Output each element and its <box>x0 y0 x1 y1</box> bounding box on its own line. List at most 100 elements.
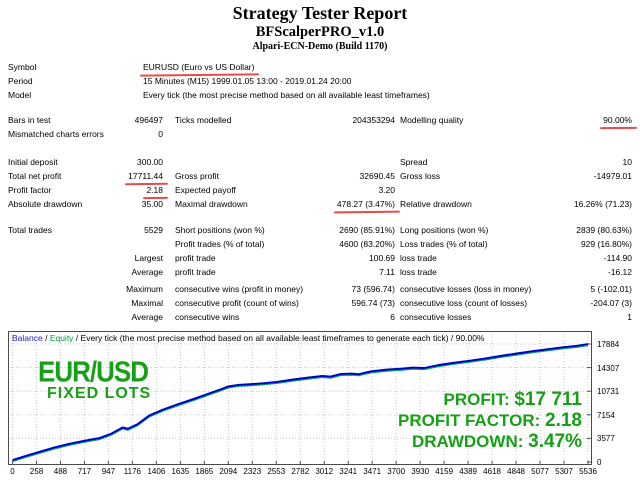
report-cell: profit trade <box>175 253 216 263</box>
report-cell: 2690 (85.91%) <box>339 225 395 235</box>
legend-separator: / <box>73 333 81 343</box>
report-cell: Maximal <box>131 298 163 308</box>
highlight-underline: 90.00% <box>603 115 632 125</box>
x-tick-label: 5536 <box>579 467 597 476</box>
report-cell: consecutive loss (count of losses) <box>400 298 528 308</box>
report-cell: 5 (-102.01) <box>590 284 632 294</box>
y-tick-label: 17884 <box>597 340 620 349</box>
stat-line: PROFIT FACTOR: 2.18 <box>398 411 582 432</box>
highlight-underline: EURUSD (Euro vs US Dollar) <box>143 62 255 72</box>
report-cell: 0 <box>158 129 163 139</box>
report-cell: consecutive profit (count of wins) <box>175 298 299 308</box>
x-tick-label: 1635 <box>171 467 190 476</box>
y-axis-labels: 0 3577 7154 10731 14307 17884 <box>597 331 637 471</box>
stat-line: DRAWDOWN: 3.47% <box>398 432 582 453</box>
y-tick-label: 10731 <box>597 387 620 397</box>
report-cell: 1 <box>627 312 632 322</box>
report-cell: 496497 <box>134 115 163 125</box>
report-cell: consecutive losses <box>400 312 472 322</box>
report-cell: Loss trades (% of total) <box>400 239 488 249</box>
report-cell: consecutive wins <box>175 312 240 322</box>
report-row: Largest profit trade 100.69 loss trade -114.… <box>8 251 634 265</box>
report-cell: 5529 <box>144 225 163 235</box>
x-tick-label: 4159 <box>435 467 454 476</box>
legend-balance-label: Balance <box>12 333 43 343</box>
highlight-underline: 17711.44 <box>128 171 163 181</box>
x-tick-label: 2323 <box>243 467 262 476</box>
report-cell: -114.90 <box>603 253 632 263</box>
y-tick-label: 0 <box>597 458 602 467</box>
chart-legend: Balance / Equity / Every tick (the most … <box>12 333 484 344</box>
report-cell: 90.00% <box>530 113 632 127</box>
report-cell: 2.18 <box>120 183 163 197</box>
report-row: Total trades 5529 Short positions (won %) 2… <box>8 223 634 237</box>
x-tick-label: 1865 <box>195 467 214 476</box>
x-tick-label: 0 <box>10 467 15 476</box>
report-cell: 15 Minutes (M15) 1999.01.05 13:00 - 2019… <box>143 76 352 86</box>
x-tick-label: 717 <box>77 467 92 476</box>
x-tick-label: 258 <box>29 467 44 476</box>
report-cell: 17711.44 <box>120 169 163 183</box>
report-cell: 2839 (80.63%) <box>576 225 632 235</box>
report-cell: Every tick (the most precise method base… <box>143 90 430 100</box>
report-row: Initial deposit 300.00 Spread 10 <box>8 155 634 169</box>
report-row: Absolute drawdown 35.00 Maximal drawdown 47… <box>8 197 634 211</box>
report-cell: 32690.45 <box>359 171 395 181</box>
report-cell: 204353294 <box>352 115 395 125</box>
x-tick-label: 5077 <box>531 467 549 476</box>
report-row: Profit factor 2.18 Expected payoff 3.20 <box>8 183 634 197</box>
report-cell: Symbol <box>8 62 37 72</box>
report-cell: Ticks modelled <box>175 115 232 125</box>
lots-mode-watermark: FIXED LOTS <box>47 385 152 402</box>
report-cell: Gross profit <box>175 171 219 181</box>
report-cell: consecutive losses (loss in money) <box>400 284 532 294</box>
report-cell: 7.11 <box>379 267 395 277</box>
report-cell: Average <box>131 312 163 322</box>
y-tick-label: 7154 <box>597 410 615 420</box>
balance-equity-chart: Balance / Equity / Every tick (the most … <box>8 331 592 465</box>
report-cell: loss trade <box>400 267 437 277</box>
report-cell: 478.27 (3.47%) <box>305 197 395 211</box>
report-cell: 73 (596.74) <box>351 284 395 294</box>
report-cell: 3.20 <box>378 185 395 195</box>
report-cell: Model <box>8 90 32 100</box>
report-cell: Absolute drawdown <box>8 199 83 209</box>
page-title: Strategy Tester Report <box>232 3 408 23</box>
report-cell: Period <box>8 76 33 86</box>
stat-value: $17 711 <box>514 389 582 410</box>
report-row: Period 15 Minutes (M15) 1999.01.05 13:00 … <box>8 74 634 88</box>
report-cell: -14979.01 <box>593 171 632 181</box>
report-cell: 929 (16.80%) <box>580 239 632 249</box>
report-cell: -204.07 (3) <box>590 298 632 308</box>
stat-label: DRAWDOWN: <box>411 432 529 451</box>
equity-line <box>12 344 589 463</box>
highlight-underline: 478.27 (3.47%) <box>336 199 395 209</box>
stat-value: 3.47% <box>528 431 582 452</box>
report-row: Maximum consecutive wins (profit in money… <box>8 282 634 296</box>
report-cell: Gross loss <box>400 171 441 181</box>
legend-equity-label: Equity <box>49 333 74 343</box>
x-tick-label: 1406 <box>147 467 166 476</box>
x-tick-label: 3012 <box>315 467 334 476</box>
x-tick-label: 947 <box>101 467 116 476</box>
y-tick-label: 3577 <box>597 434 615 444</box>
report-cell: Largest <box>134 253 163 263</box>
server-build: Alpari-ECN-Demo (Build 1170) <box>252 41 388 52</box>
report-cell: Maximum <box>126 284 163 294</box>
stat-value: 2.18 <box>545 410 582 431</box>
symbol-watermark: EUR/USD <box>38 355 149 388</box>
report-cell: Spread <box>400 157 428 167</box>
stat-label: PROFIT: <box>443 390 515 409</box>
report-cell: Initial deposit <box>8 157 58 167</box>
report-cell: 35.00 <box>141 199 163 209</box>
stat-line: PROFIT: $17 711 <box>398 390 582 411</box>
x-tick-label: 3930 <box>411 467 430 476</box>
x-axis-labels: 0 258 488 717 947 1176 1406 1635 1865 2094 2323 255… <box>8 467 628 477</box>
ea-name: BFScalperPRO_v1.0 <box>255 24 385 40</box>
report-cell: Mismatched charts errors <box>8 129 104 139</box>
legend-description: Every tick (the most precise method base… <box>80 333 485 343</box>
x-tick-label: 2094 <box>219 467 238 476</box>
report-row: Average consecutive wins 6 consecutive loss… <box>8 310 634 324</box>
x-tick-label: 488 <box>53 467 68 476</box>
x-tick-label: 3700 <box>387 467 406 476</box>
